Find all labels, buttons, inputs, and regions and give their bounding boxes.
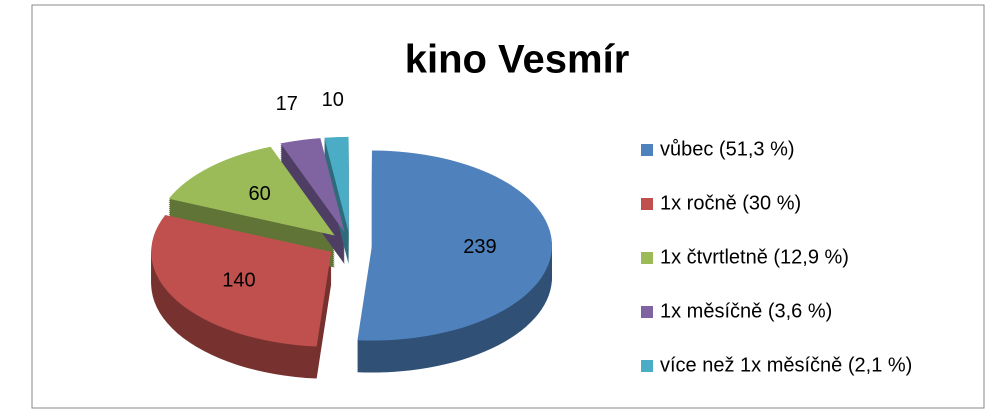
slice xyxy=(280,138,345,233)
legend-label: vůbec (51,3 %) xyxy=(660,138,795,160)
data-label: 10 xyxy=(322,89,344,111)
slice xyxy=(168,146,335,236)
data-label: 239 xyxy=(463,236,496,258)
legend-swatch xyxy=(641,144,653,156)
legend-label: 1x měsíčně (3,6 %) xyxy=(660,300,832,322)
data-label: 60 xyxy=(249,183,271,205)
pie-tops xyxy=(151,136,552,347)
legend-swatch xyxy=(641,198,653,210)
legend-label: 1x čtvrtletně (12,9 %) xyxy=(660,246,849,268)
legend-swatch xyxy=(641,252,653,264)
legend-swatch xyxy=(641,306,653,318)
data-label: 140 xyxy=(222,270,255,292)
chart-title: kino Vesmír xyxy=(405,38,630,82)
slice xyxy=(357,150,552,341)
slice xyxy=(324,136,349,232)
data-label: 17 xyxy=(276,93,298,115)
slice xyxy=(151,215,332,347)
legend-label: 1x ročně (30 %) xyxy=(660,192,801,214)
legend-swatch xyxy=(641,360,653,372)
legend-label: více než 1x měsíčně (2,1 %) xyxy=(660,354,912,376)
